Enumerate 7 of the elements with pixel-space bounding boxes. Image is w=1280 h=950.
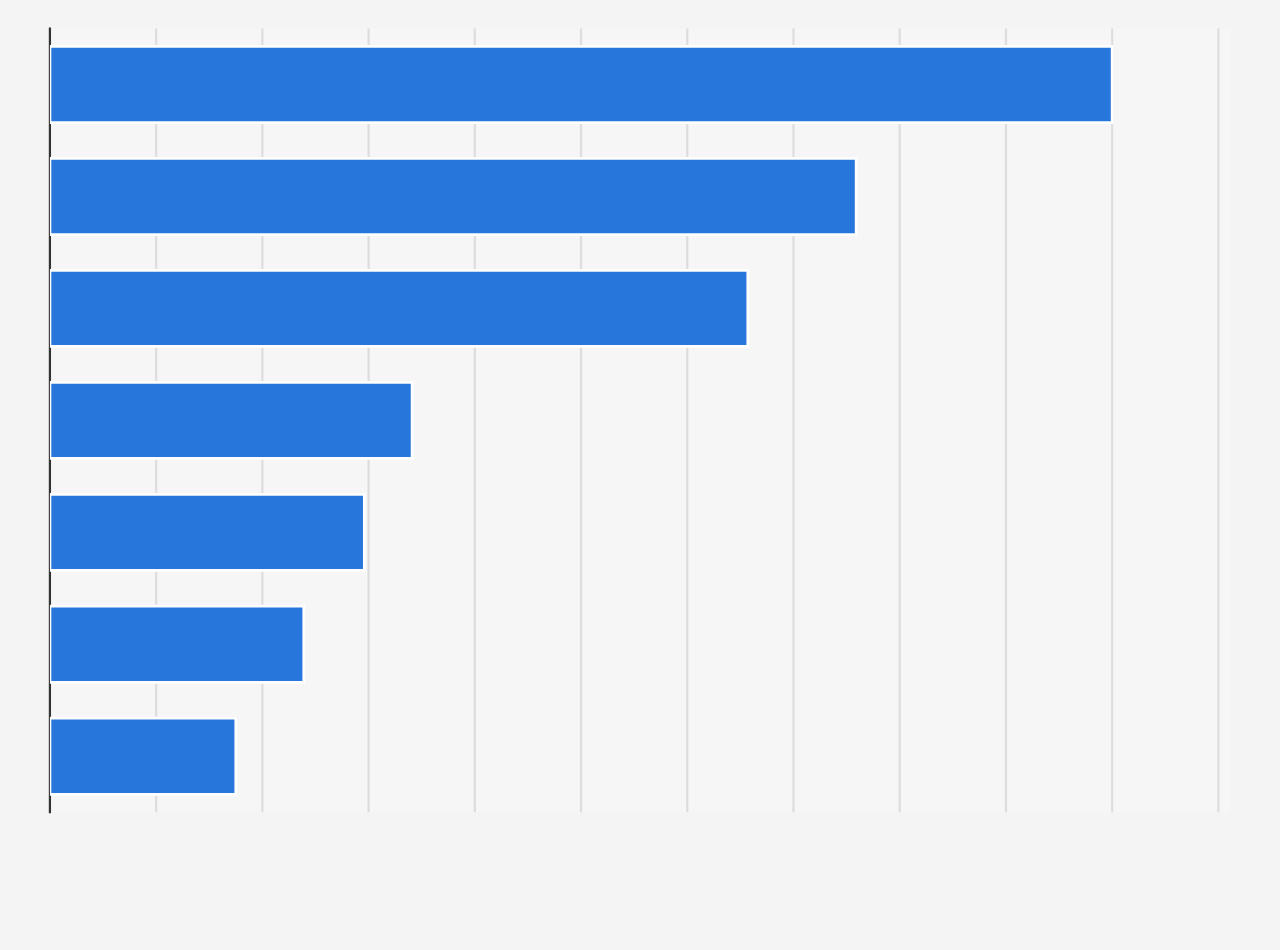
bar <box>49 45 1114 124</box>
bar <box>49 716 238 796</box>
bar <box>49 156 858 236</box>
bar <box>49 380 414 460</box>
bar <box>49 492 366 572</box>
bar <box>49 604 306 684</box>
bar <box>49 268 750 348</box>
